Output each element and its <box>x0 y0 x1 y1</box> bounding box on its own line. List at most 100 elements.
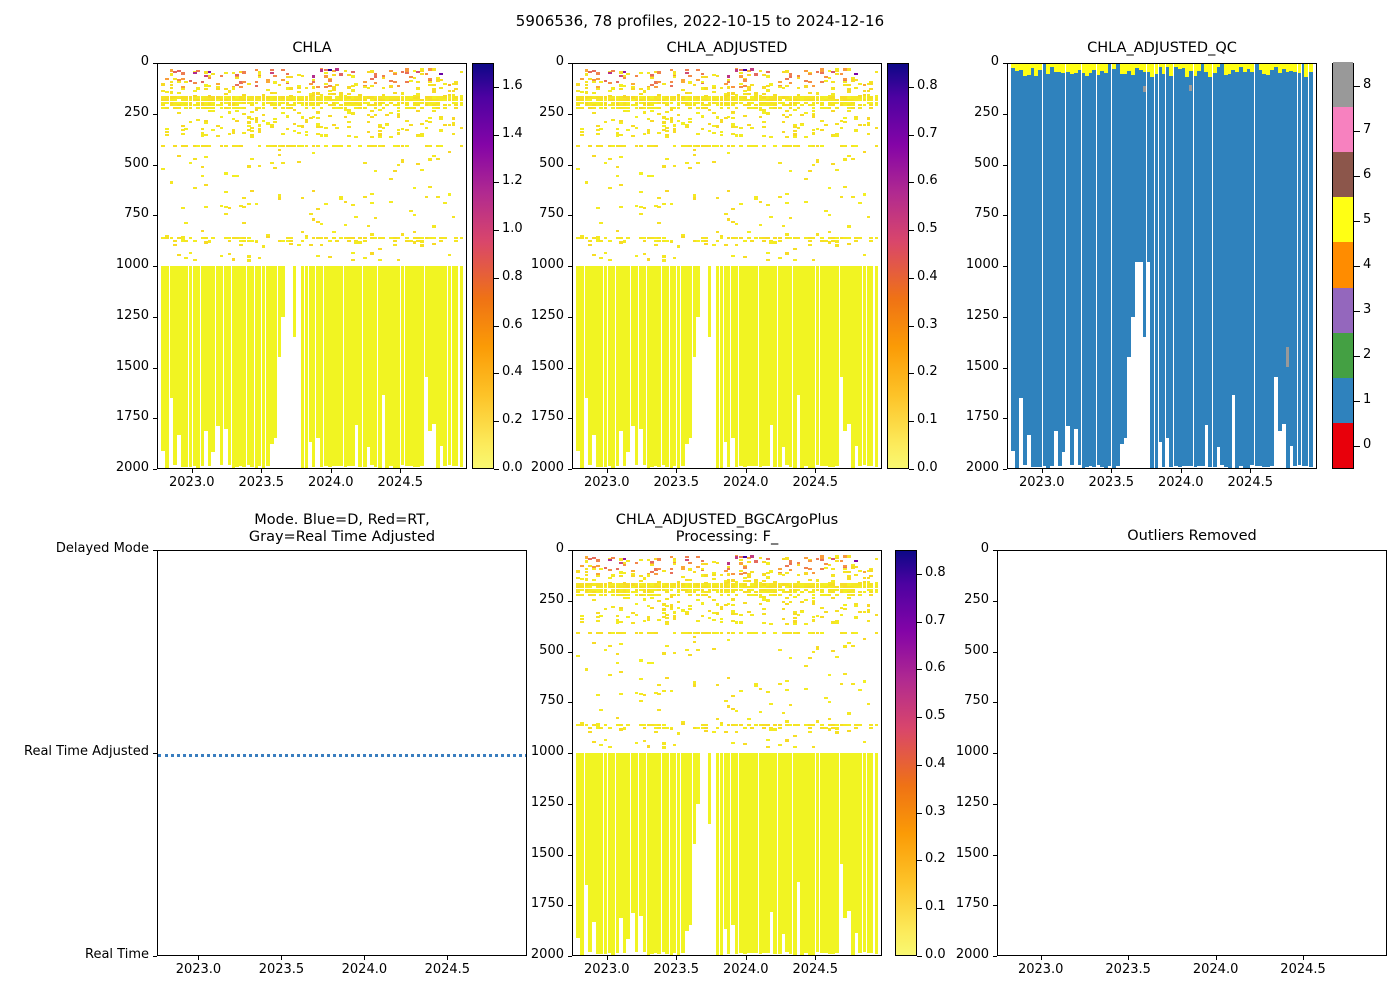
chla-speckle-cell <box>215 134 220 137</box>
chla-band-cell <box>219 107 224 110</box>
chla-speckle-cell <box>447 93 452 96</box>
chla-speckle-cell <box>649 570 654 573</box>
chla-speckle-cell <box>731 707 736 710</box>
chla-band-cell <box>726 585 731 588</box>
chla-speckle-cell <box>381 94 386 97</box>
qc-surface-flag-cell <box>1204 64 1209 72</box>
chla-band-cell <box>734 98 739 101</box>
chla-speckle-cell <box>638 659 643 662</box>
chla-band-cell <box>831 236 835 239</box>
chla-band-cell <box>188 98 193 101</box>
chla-band-cell <box>800 98 804 101</box>
chla-speckle-cell <box>319 126 324 129</box>
chla-band-cell <box>681 588 685 591</box>
chla-band-cell <box>392 144 397 147</box>
colorbar-tick-label: 0.6 <box>502 316 523 332</box>
chla-speckle-cell <box>734 236 739 239</box>
chla-speckle-cell <box>580 91 584 94</box>
chla-speckle-cell <box>669 68 674 71</box>
deep-chla-block <box>596 753 600 954</box>
chla-band-cell <box>707 588 712 591</box>
panel-chla[interactable] <box>157 63 467 469</box>
chla-speckle-cell <box>576 167 581 170</box>
panel-outliers-removed[interactable] <box>997 550 1387 956</box>
chla-speckle-cell <box>827 728 832 731</box>
deep-chla-block <box>292 266 297 337</box>
chla-speckle-cell <box>820 80 824 83</box>
chla-band-cell <box>672 98 677 101</box>
chla-speckle-cell <box>769 702 773 706</box>
chla-band-cell <box>608 98 612 101</box>
chla-speckle-cell <box>696 649 700 652</box>
chla-band-cell <box>681 96 685 99</box>
chla-speckle-cell <box>847 578 851 581</box>
chla-band-cell <box>811 98 816 101</box>
chla-band-cell <box>588 594 592 597</box>
chla-band-cell <box>300 101 305 104</box>
chla-speckle-cell <box>854 117 858 120</box>
chla-band-cell <box>749 107 754 110</box>
chla-speckle-cell <box>215 82 220 85</box>
chla-speckle-cell <box>596 575 600 578</box>
panel-chla-adjusted-qc[interactable] <box>1007 63 1317 469</box>
chla-band-cell <box>350 236 355 239</box>
chla-band-cell <box>747 585 751 588</box>
chla-speckle-cell <box>661 612 666 615</box>
chla-speckle-cell <box>862 150 867 154</box>
qc-column-cell <box>1258 64 1263 466</box>
chla-speckle-cell <box>596 88 600 91</box>
colorbar-qc-tick-mark <box>1354 311 1360 313</box>
chla-band-cell <box>169 98 174 101</box>
chla-band-cell <box>596 588 600 591</box>
chla-band-cell <box>592 588 596 591</box>
deep-chla-block <box>807 753 812 955</box>
y-tick-label: 1250 <box>955 794 989 810</box>
chla-speckle-cell <box>332 86 336 89</box>
chla-speckle-cell <box>793 616 798 619</box>
chla-band-cell <box>762 144 766 147</box>
chla-speckle-cell <box>392 81 397 84</box>
chla-band-cell <box>588 98 592 101</box>
chla-band-cell <box>646 588 651 591</box>
chla-speckle-cell <box>866 82 871 85</box>
chla-speckle-cell <box>823 80 828 83</box>
deep-chla-block <box>615 753 620 954</box>
chla-speckle-cell <box>719 133 724 136</box>
chla-band-cell <box>657 726 662 729</box>
chla-band-cell <box>588 726 592 729</box>
chla-speckle-cell <box>297 86 302 90</box>
chla-band-cell <box>285 104 290 107</box>
chla-speckle-cell <box>854 573 858 576</box>
chla-speckle-cell <box>781 70 786 73</box>
chla-speckle-cell <box>807 73 812 76</box>
chla-speckle-cell <box>592 91 596 94</box>
chla-band-cell <box>204 96 208 99</box>
deep-chla-block <box>646 753 651 955</box>
chla-band-cell <box>207 104 212 107</box>
chla-speckle-cell <box>665 130 669 133</box>
panel-chla-adjusted-bgcargoplus[interactable] <box>572 550 882 956</box>
chla-band-cell <box>196 98 200 101</box>
chla-speckle-cell <box>703 581 708 584</box>
chla-speckle-cell <box>599 221 603 225</box>
chla-band-cell <box>626 583 631 586</box>
chla-speckle-cell <box>642 206 647 210</box>
panel-mode[interactable] <box>157 550 527 956</box>
chla-speckle-cell <box>843 185 847 188</box>
panel-chla-adjusted[interactable] <box>572 63 882 469</box>
chla-speckle-cell <box>381 74 386 77</box>
chla-band-cell <box>807 144 812 147</box>
chla-speckle-cell <box>584 668 589 671</box>
chla-band-cell <box>858 107 862 110</box>
chla-band-cell <box>642 723 647 726</box>
chla-band-cell <box>692 726 697 729</box>
chla-speckle-cell <box>843 78 847 81</box>
chla-band-cell <box>169 101 174 104</box>
chla-speckle-cell <box>807 91 812 94</box>
chla-speckle-cell <box>854 603 858 606</box>
chla-speckle-cell <box>646 745 651 748</box>
colorbar-tick-label: 0.6 <box>917 173 938 189</box>
chla-band-cell <box>432 101 436 104</box>
qc-column-cell <box>1242 64 1247 468</box>
chla-speckle-cell <box>758 115 763 118</box>
